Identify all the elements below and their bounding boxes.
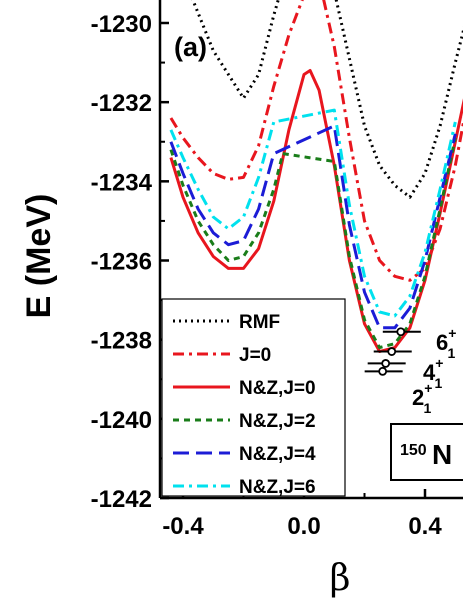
- x-tick-label: 0.0: [287, 513, 320, 540]
- level-marker: [381, 359, 391, 368]
- y-tick-label: -1238: [91, 328, 152, 355]
- y-tick-label: -1234: [91, 169, 153, 196]
- level-label: 2+ 1: [412, 380, 432, 416]
- series-layer: [169, 0, 463, 353]
- series-line-n-z-j-2: [169, 137, 457, 350]
- y-tick-label: -1236: [91, 249, 152, 276]
- series-line-j-0: [169, 0, 463, 282]
- y-tick-label: -1232: [91, 90, 152, 117]
- nucleus-symbol: N: [432, 439, 452, 470]
- y-tick-label: -1240: [91, 407, 152, 434]
- y-tick-label: -1230: [91, 11, 152, 38]
- series-line-n-z-j-0: [169, 69, 463, 353]
- level-label: 4+ 1: [423, 355, 443, 391]
- x-axis-label: β: [330, 558, 351, 599]
- series-line-n-z-j-4: [169, 124, 457, 330]
- legend-label: J=0: [239, 345, 271, 366]
- level-marker: [396, 327, 406, 337]
- legend-label: N&Z,J=0: [239, 378, 316, 399]
- series-line-rmf: [191, 0, 463, 199]
- mass-number: 150: [400, 442, 427, 459]
- level-label: 6+ 1: [436, 325, 456, 361]
- legend-label: N&Z,J=2: [239, 411, 316, 432]
- axes-layer: -1242 -1240 -1238 -1236 -1234 -1232 -1230 -0.4 0…: [91, 0, 463, 540]
- x-tick-label: -0.4: [162, 513, 204, 540]
- legend-layer: RMF J=0 N&Z,J=0 N&Z,J=2 N&Z,J=4 N&Z,J=6: [161, 298, 346, 498]
- series-line-n-z-j-6: [169, 108, 457, 318]
- x-tick-label: 0.4: [408, 513, 442, 540]
- legend-label: N&Z,J=6: [239, 477, 316, 498]
- legend-label: N&Z,J=4: [239, 444, 316, 465]
- legend-label: RMF: [239, 312, 280, 333]
- level-marker: [387, 347, 397, 356]
- y-axis-label: E (MeV): [20, 194, 58, 319]
- panel-label: (a): [174, 32, 207, 62]
- y-tick-label: -1242: [91, 486, 152, 513]
- nucleus-label-box: 150 N: [390, 423, 463, 481]
- legend-box: [161, 298, 346, 497]
- level-marker: [378, 366, 388, 376]
